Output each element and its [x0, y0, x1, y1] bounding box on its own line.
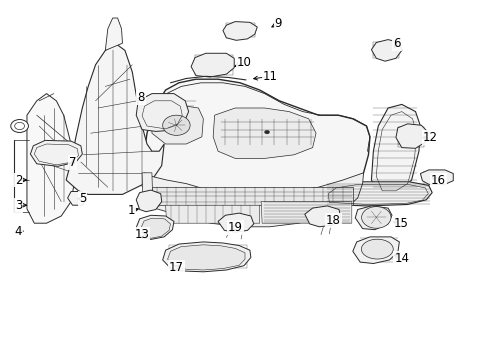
- Polygon shape: [27, 94, 76, 223]
- Polygon shape: [420, 170, 453, 184]
- Polygon shape: [223, 22, 257, 40]
- Polygon shape: [261, 202, 352, 223]
- Polygon shape: [166, 205, 260, 223]
- Text: 16: 16: [431, 174, 446, 186]
- Polygon shape: [136, 190, 162, 212]
- Text: 1: 1: [127, 204, 135, 217]
- Polygon shape: [213, 108, 316, 158]
- Polygon shape: [168, 245, 245, 270]
- Polygon shape: [143, 173, 364, 227]
- Polygon shape: [371, 40, 402, 61]
- Polygon shape: [68, 192, 86, 205]
- Text: 8: 8: [137, 91, 145, 104]
- Polygon shape: [353, 237, 399, 264]
- Text: 6: 6: [393, 37, 401, 50]
- Polygon shape: [152, 104, 203, 144]
- Polygon shape: [396, 124, 427, 148]
- Text: 4: 4: [15, 225, 23, 238]
- Text: 2: 2: [15, 174, 23, 186]
- Polygon shape: [30, 140, 82, 166]
- Text: 13: 13: [135, 228, 149, 241]
- Text: 3: 3: [15, 199, 23, 212]
- Polygon shape: [152, 187, 353, 205]
- Polygon shape: [105, 18, 122, 50]
- Polygon shape: [191, 53, 234, 77]
- Circle shape: [15, 122, 24, 130]
- Text: 18: 18: [326, 214, 341, 227]
- Polygon shape: [218, 213, 254, 232]
- Polygon shape: [136, 94, 189, 131]
- Polygon shape: [142, 173, 153, 205]
- Polygon shape: [305, 206, 341, 227]
- Polygon shape: [163, 242, 251, 272]
- Polygon shape: [324, 182, 432, 206]
- Circle shape: [362, 207, 391, 228]
- Text: 12: 12: [423, 131, 438, 144]
- Polygon shape: [136, 215, 174, 239]
- Circle shape: [163, 115, 190, 135]
- Polygon shape: [66, 43, 164, 194]
- Text: 17: 17: [169, 261, 184, 274]
- Polygon shape: [142, 79, 370, 209]
- Text: 7: 7: [69, 156, 76, 169]
- Text: 11: 11: [263, 70, 278, 83]
- Text: 9: 9: [274, 17, 282, 30]
- Polygon shape: [141, 218, 171, 238]
- Text: 5: 5: [78, 192, 86, 205]
- Circle shape: [265, 130, 270, 134]
- Text: 19: 19: [228, 221, 243, 234]
- Text: 10: 10: [237, 57, 251, 69]
- Text: 14: 14: [394, 252, 409, 265]
- Text: 15: 15: [393, 217, 408, 230]
- Circle shape: [11, 120, 28, 132]
- Polygon shape: [371, 104, 420, 194]
- Ellipse shape: [362, 239, 393, 259]
- Polygon shape: [355, 206, 392, 230]
